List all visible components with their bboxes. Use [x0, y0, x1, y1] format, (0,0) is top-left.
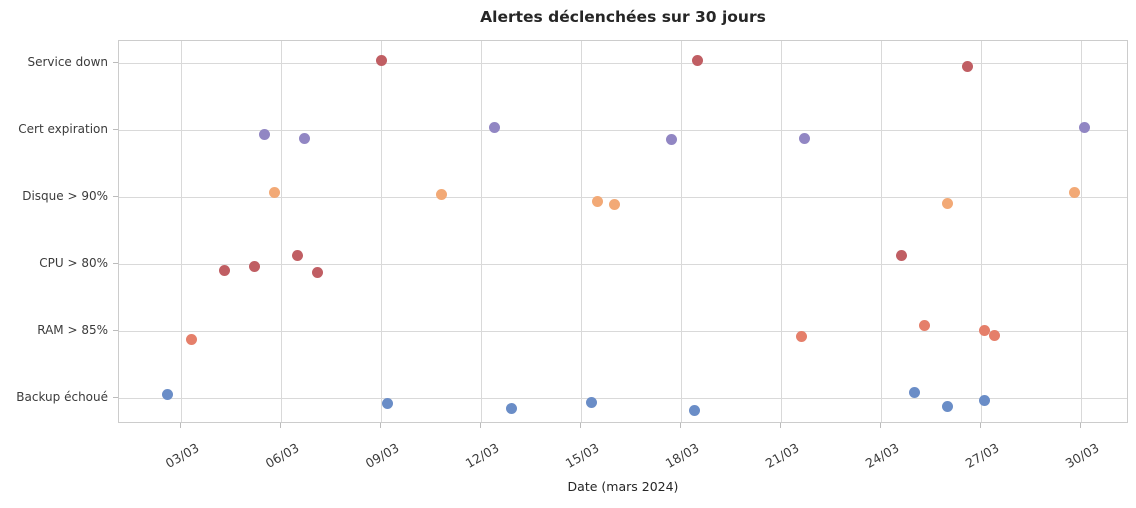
x-tick-label: 27/03 [962, 440, 1002, 472]
x-tick-mark [380, 423, 381, 428]
data-point [248, 260, 260, 272]
x-tick-label: 21/03 [762, 440, 802, 472]
y-tick-label: Backup échoué [16, 390, 108, 404]
gridline-vertical [480, 41, 482, 422]
y-tick-label: Disque > 90% [22, 189, 108, 203]
data-point [918, 319, 930, 331]
data-point [665, 133, 677, 145]
gridline-vertical [780, 41, 782, 422]
data-point [488, 121, 500, 133]
data-point [312, 266, 324, 278]
gridline-vertical [580, 41, 582, 422]
x-tick-mark [1080, 423, 1081, 428]
gridline-vertical [1080, 41, 1082, 422]
data-point [162, 388, 174, 400]
data-point [942, 197, 954, 209]
y-tick-label: CPU > 80% [39, 256, 108, 270]
gridline-horizontal [119, 330, 1127, 332]
y-tick-mark [113, 262, 118, 264]
x-tick-mark [680, 423, 681, 428]
y-tick-mark [113, 128, 118, 130]
x-axis-label: Date (mars 2024) [567, 479, 679, 494]
gridline-horizontal [119, 397, 1127, 399]
data-point [292, 249, 304, 261]
data-point [218, 264, 230, 276]
data-point [268, 186, 280, 198]
gridline-vertical [680, 41, 682, 422]
gridline-vertical [980, 41, 982, 422]
x-tick-label: 30/03 [1062, 440, 1102, 472]
data-point [978, 394, 990, 406]
gridline-vertical [180, 41, 182, 422]
x-tick-label: 12/03 [462, 440, 502, 472]
x-tick-label: 09/03 [362, 440, 402, 472]
data-point [795, 330, 807, 342]
gridline-vertical [280, 41, 282, 422]
x-tick-mark [880, 423, 881, 428]
data-point [608, 198, 620, 210]
y-tick-mark [113, 61, 118, 63]
data-point [258, 128, 270, 140]
data-point [962, 60, 974, 72]
gridline-horizontal [119, 196, 1127, 198]
data-point [298, 132, 310, 144]
x-tick-mark [280, 423, 281, 428]
data-point [505, 402, 517, 414]
data-point [185, 333, 197, 345]
x-tick-label: 06/03 [262, 440, 302, 472]
y-tick-label: Service down [27, 55, 108, 69]
data-point [382, 397, 394, 409]
data-point [692, 54, 704, 66]
data-point [895, 249, 907, 261]
x-tick-mark [480, 423, 481, 428]
y-tick-mark [113, 329, 118, 331]
data-point [988, 329, 1000, 341]
data-point [585, 396, 597, 408]
gridline-horizontal [119, 62, 1127, 64]
x-tick-mark [180, 423, 181, 428]
x-tick-mark [580, 423, 581, 428]
data-point [688, 404, 700, 416]
data-point [435, 188, 447, 200]
x-tick-label: 18/03 [662, 440, 702, 472]
x-tick-label: 24/03 [862, 440, 902, 472]
data-point [908, 386, 920, 398]
y-tick-label: RAM > 85% [37, 323, 108, 337]
gridline-horizontal [119, 263, 1127, 265]
chart-title: Alertes déclenchées sur 30 jours [480, 8, 766, 26]
plot-area [118, 40, 1128, 423]
data-point [1078, 121, 1090, 133]
gridline-vertical [380, 41, 382, 422]
y-tick-mark [113, 195, 118, 197]
data-point [592, 195, 604, 207]
data-point [1068, 186, 1080, 198]
data-point [942, 400, 954, 412]
x-tick-mark [980, 423, 981, 428]
gridline-vertical [880, 41, 882, 422]
y-tick-mark [113, 396, 118, 398]
data-point [798, 132, 810, 144]
data-point [375, 54, 387, 66]
x-tick-label: 15/03 [562, 440, 602, 472]
y-tick-label: Cert expiration [18, 122, 108, 136]
data-point [978, 324, 990, 336]
x-tick-mark [780, 423, 781, 428]
x-tick-label: 03/03 [162, 440, 202, 472]
gridline-horizontal [119, 129, 1127, 131]
